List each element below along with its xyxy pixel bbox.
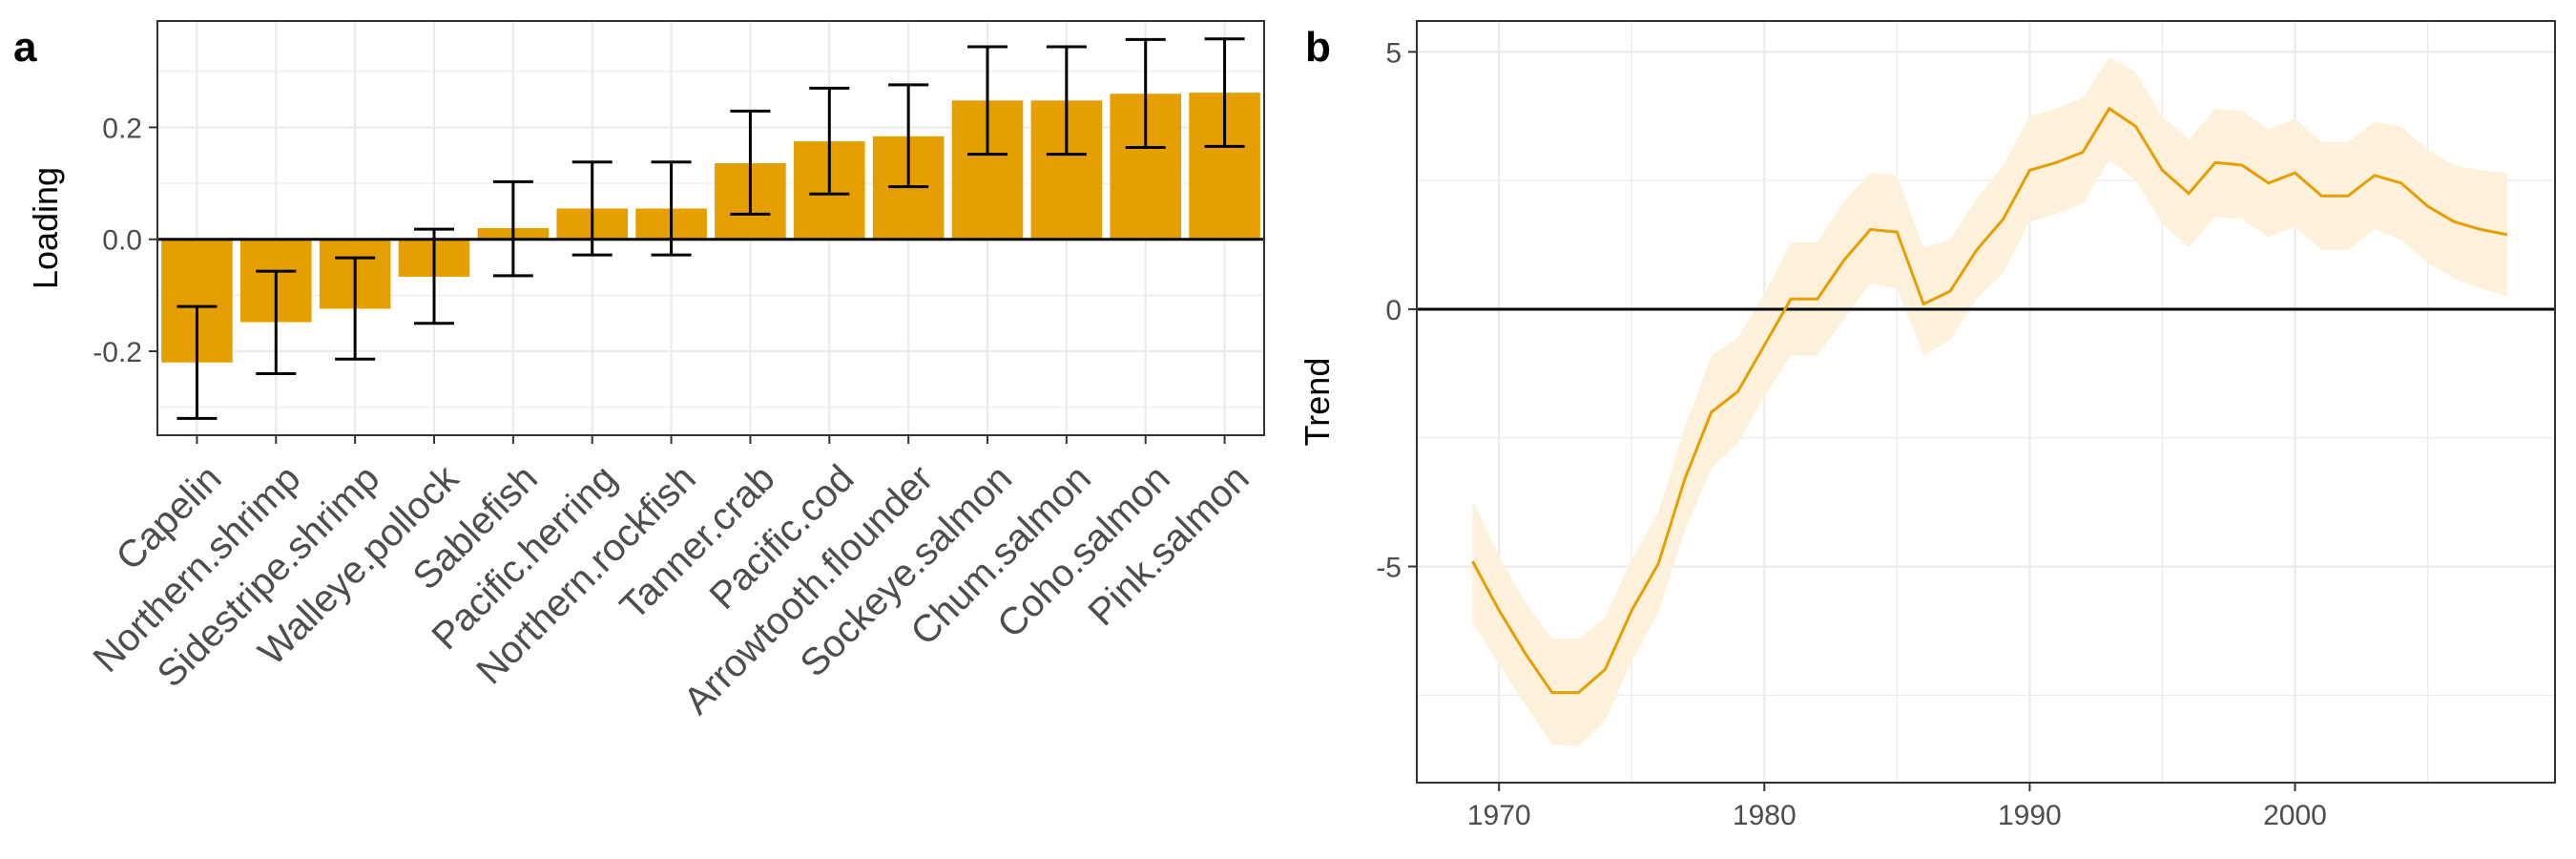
panel-b-label: b [1305, 24, 1331, 71]
error-bar [335, 256, 376, 361]
error-bar [967, 45, 1008, 157]
trend-confidence-ribbon [1472, 56, 2507, 747]
x-tick-label: 1980 [1733, 800, 1797, 831]
y-tick-label: 0 [1385, 295, 1402, 326]
x-tick-label: 1990 [1998, 800, 2062, 831]
error-bar [256, 269, 297, 375]
error-bar [177, 304, 218, 420]
y-tick-label: -0.2 [93, 337, 142, 368]
error-bar [730, 109, 771, 216]
trend-line [1471, 106, 2508, 695]
panel-b-trend-chart: b -5 0 5 1970 1980 1990 2000 Trend [1298, 20, 2556, 831]
y-tick-label: 0.0 [102, 225, 142, 257]
x-tick-label: 2000 [2263, 800, 2327, 831]
error-bar [1125, 37, 1166, 150]
panel-b-y-axis-title: Trend [1298, 358, 1337, 447]
panel-a-y-ticks: -0.2 0.0 0.2 [93, 113, 157, 368]
panel-a-label: a [13, 24, 37, 71]
y-tick-label: -5 [1376, 553, 1402, 584]
panel-b-x-ticks: 1970 1980 1990 2000 [1467, 783, 2327, 831]
panel-b-border [1416, 20, 2556, 784]
y-tick-label: 5 [1385, 37, 1402, 69]
panel-a-x-ticks: CapelinNorthern.shrimpSidestripe.shrimpW… [86, 435, 1257, 723]
panel-a-border [156, 20, 1265, 436]
panel-a-loadings-chart: a -0.2 0.0 0.2 CapelinNorthern.shrimpSides… [13, 20, 1265, 723]
error-bar [492, 179, 533, 278]
error-bar [809, 86, 850, 196]
x-tick-label: 1970 [1467, 800, 1531, 831]
y-tick-label: 0.2 [102, 113, 142, 144]
panel-a-y-axis-title: Loading [26, 167, 65, 289]
error-bar [1204, 37, 1245, 148]
error-bar [414, 227, 454, 325]
panel-b-y-ticks: -5 0 5 [1376, 37, 1417, 584]
panel-a-error-bars [177, 37, 1245, 420]
error-bar [1046, 45, 1087, 157]
error-bar [888, 83, 929, 189]
